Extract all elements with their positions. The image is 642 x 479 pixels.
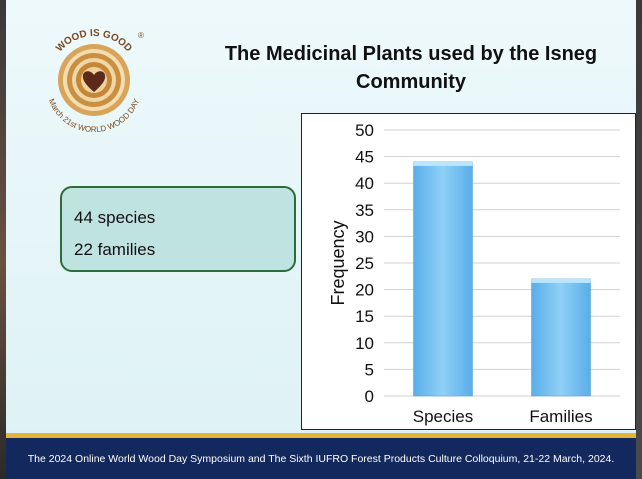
y-tick-label: 40 [355,174,374,193]
y-tick-label: 10 [355,334,374,353]
footer-accent-stripe [6,433,636,438]
slide: WOOD IS GOOD March 21st WORLD WOOD DAY ®… [6,0,636,479]
slide-title-line1: The Medicinal Plants used by the Isneg [224,43,598,65]
right-edge-decoration [636,0,642,479]
bar-top-highlight [531,278,591,283]
y-tick-label: 45 [355,148,374,167]
y-tick-label: 50 [355,121,374,140]
families-count: 22 families [74,240,156,259]
chart-frame: 0 5 10 15 20 25 30 35 40 45 50 Species Families Frequ… [301,113,636,430]
footer-banner: The 2024 Online World Wood Day Symposium… [6,438,636,479]
summary-box: 44 species 22 families [60,186,296,272]
x-category-label: Species [413,407,473,426]
wood-is-good-logo: WOOD IS GOOD March 21st WORLD WOOD DAY ® [47,28,144,134]
y-tick-label: 15 [355,307,374,326]
slide-title: The Medicinal Plants used by the Isneg C… [196,40,626,96]
bar-species [413,161,473,397]
y-tick-label: 20 [355,281,374,300]
footer-text: The 2024 Online World Wood Day Symposium… [27,452,615,465]
y-tick-label: 30 [355,227,374,246]
bar-families [531,278,591,397]
y-tick-label: 5 [365,360,374,379]
left-edge-decoration [0,0,6,479]
slide-title-line2: Community [356,71,466,93]
y-tick-label: 25 [355,254,374,273]
bar-top-highlight [413,161,473,166]
species-count: 44 species [74,208,156,227]
y-axis-label: Frequency [328,220,348,305]
bar-chart: 0 5 10 15 20 25 30 35 40 45 50 Species Families Frequ… [328,121,620,426]
y-tick-label: 35 [355,201,374,220]
y-tick-label: 0 [365,387,374,406]
logo-registered-mark: ® [138,31,144,40]
x-category-label: Families [529,407,592,426]
